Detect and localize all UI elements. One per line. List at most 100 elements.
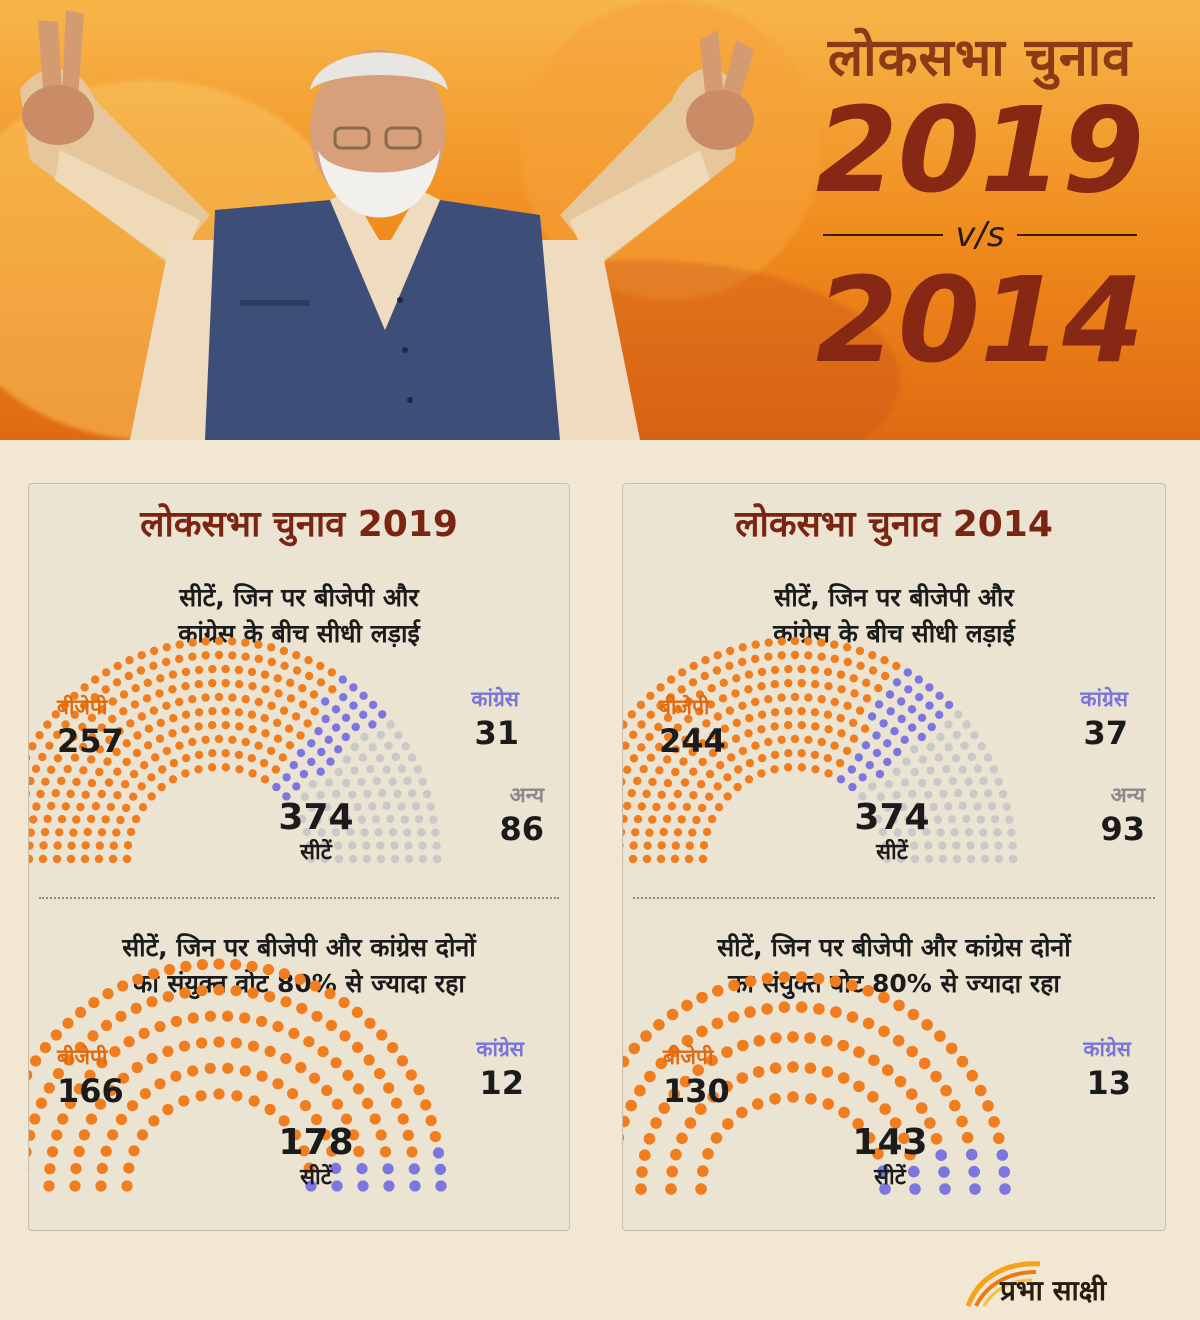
seat-dot	[671, 841, 680, 850]
seat-dot	[751, 741, 760, 750]
seat-dot	[993, 828, 1002, 837]
seat-dot	[823, 754, 832, 763]
seat-dot	[376, 841, 385, 850]
total-seats-label: सीटें	[299, 1163, 333, 1190]
seat-dot	[811, 765, 820, 774]
seat-dot	[188, 638, 197, 647]
seat-dot	[404, 841, 413, 850]
hero-year-2019: 2019	[815, 81, 1145, 219]
seat-dot	[964, 777, 973, 786]
seat-dot	[53, 754, 63, 763]
seat-dot	[96, 1162, 108, 1174]
seat-dot	[784, 706, 793, 716]
seat-dot	[867, 712, 877, 721]
seat-dot	[847, 765, 856, 774]
seat-dot	[384, 741, 393, 750]
seat-dot	[966, 1069, 978, 1082]
seat-dot	[848, 782, 857, 792]
seat-dot	[681, 735, 690, 744]
seat-dot	[235, 680, 244, 689]
seat-dot	[69, 1180, 81, 1192]
seat-dot	[247, 987, 259, 999]
seat-dot	[944, 700, 954, 710]
seat-dot	[973, 764, 983, 773]
seat-dot	[875, 769, 885, 779]
seat-dot	[668, 1088, 680, 1100]
subtitle-line: सीटें, जिन पर बीजेपी और	[774, 583, 1014, 612]
seat-dot	[87, 778, 97, 788]
seat-dot	[102, 668, 111, 677]
seat-dot	[316, 678, 326, 687]
seat-dot	[629, 754, 639, 763]
seat-dot	[790, 734, 800, 744]
seat-dot	[709, 731, 718, 740]
seat-dot	[94, 1098, 107, 1110]
seat-dot	[407, 753, 417, 762]
seat-dot	[429, 815, 438, 824]
seat-dot	[640, 1030, 652, 1042]
seat-dot	[727, 753, 736, 762]
seat-dot	[299, 1100, 312, 1112]
seat-dot	[676, 1132, 688, 1145]
seat-dot	[751, 697, 760, 707]
seat-dot	[761, 972, 774, 985]
seat-dot	[29, 828, 35, 837]
seat-dot	[738, 643, 747, 652]
seat-dot	[645, 828, 654, 837]
seat-dot	[862, 1017, 875, 1030]
seat-dot	[221, 706, 230, 716]
seat-dot	[691, 727, 700, 736]
seat-dot	[906, 1045, 918, 1058]
seat-dot	[673, 789, 682, 799]
seat-dot	[652, 802, 661, 812]
seat-dot	[267, 657, 276, 667]
seat-dot	[850, 689, 859, 698]
seat-dot	[689, 791, 698, 800]
seat-dot	[353, 1145, 365, 1158]
seat-dot	[51, 789, 60, 798]
seat-dot	[993, 1132, 1005, 1145]
seat-dot	[30, 1055, 42, 1067]
seat-dot	[810, 665, 820, 675]
seat-dot	[886, 707, 895, 716]
seat-dot	[945, 1042, 958, 1055]
seat-dot	[112, 678, 122, 687]
seat-dot	[935, 710, 944, 719]
seat-dot	[66, 854, 76, 864]
seat-dot	[728, 979, 740, 992]
seat-dot	[116, 815, 125, 825]
seat-dot	[406, 1146, 418, 1158]
seat-dot	[623, 1055, 630, 1068]
seat-dot	[829, 975, 842, 988]
seat-dot	[29, 776, 35, 786]
seat-dot	[795, 1001, 808, 1013]
seat-dot	[390, 854, 400, 864]
seat-dot	[284, 724, 294, 733]
seat-dot	[732, 718, 741, 728]
hero-title-line: लोकसभा चुनाव	[827, 28, 1133, 88]
seat-dot	[307, 803, 317, 813]
seat-dot	[752, 1066, 765, 1078]
seat-dot	[154, 1021, 166, 1033]
seat-dot	[757, 667, 767, 677]
seat-dot	[879, 1103, 891, 1115]
seat-dot	[974, 1084, 987, 1097]
seat-dot	[43, 814, 52, 824]
seat-dot	[938, 1166, 950, 1178]
seat-dot	[696, 1025, 708, 1038]
seat-dot	[908, 1165, 920, 1178]
seat-dot	[29, 815, 38, 824]
seat-dot	[80, 701, 89, 710]
seat-dot	[290, 803, 300, 812]
seat-dot	[296, 748, 306, 758]
seat-dot	[222, 1062, 234, 1074]
series-value-label: 13	[1086, 1064, 1131, 1102]
seat-dot	[139, 1088, 151, 1100]
seat-dot	[954, 710, 963, 719]
seat-dot	[162, 1103, 174, 1116]
seat-dot	[321, 714, 330, 724]
seat-dot	[348, 1129, 360, 1141]
seat-dot	[144, 724, 154, 733]
seat-dot	[248, 682, 257, 691]
seat-dot	[787, 1091, 799, 1103]
